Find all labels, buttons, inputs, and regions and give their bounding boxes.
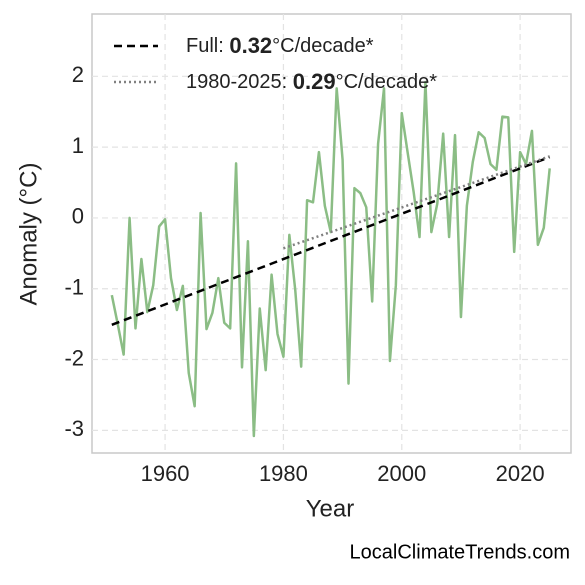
legend-label-part: °C/decade*	[336, 71, 438, 93]
plot-frame	[91, 13, 572, 454]
y-tick-label: 0	[72, 204, 84, 229]
legend-label-part: °C/decade*	[272, 35, 374, 57]
y-tick-label: -3	[64, 416, 84, 441]
y-tick-label: 1	[72, 133, 84, 158]
data-line	[110, 80, 551, 438]
legend-label: Full: 0.32°C/decade*	[186, 33, 374, 58]
x-tick-label: 2020	[496, 461, 545, 486]
legend-label-part: Full:	[186, 35, 229, 57]
trend-line	[111, 155, 551, 327]
x-tick-label: 1960	[141, 461, 190, 486]
y-axis-label: Anomaly (°C)	[15, 163, 42, 306]
y-tick-label: -1	[64, 275, 84, 300]
legend-label: 1980-2025: 0.29°C/decade*	[186, 69, 437, 94]
legend-label-part: 0.29	[293, 69, 336, 94]
x-axis-label: Year	[306, 495, 355, 522]
legend-label-part: 1980-2025:	[186, 71, 293, 93]
trend-line	[283, 155, 551, 250]
x-tick-label: 2000	[377, 461, 426, 486]
y-tick-label: -2	[64, 345, 84, 370]
legend-label-part: 0.32	[229, 33, 272, 58]
x-tick-label: 1980	[259, 461, 308, 486]
y-tick-label: 2	[72, 62, 84, 87]
source: LocalClimateTrends.com	[350, 541, 570, 563]
